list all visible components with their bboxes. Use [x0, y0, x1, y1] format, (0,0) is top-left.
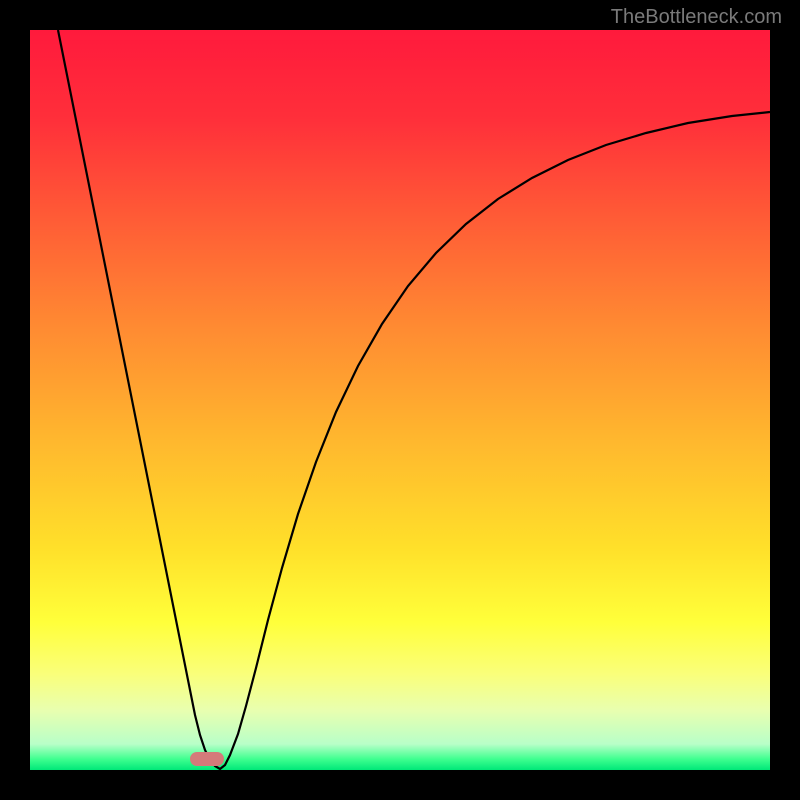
- plot-area: [30, 30, 770, 770]
- watermark-text: TheBottleneck.com: [611, 6, 782, 29]
- optimal-marker: [190, 752, 224, 766]
- bottleneck-curve: [58, 30, 770, 769]
- curve-layer: [30, 30, 770, 770]
